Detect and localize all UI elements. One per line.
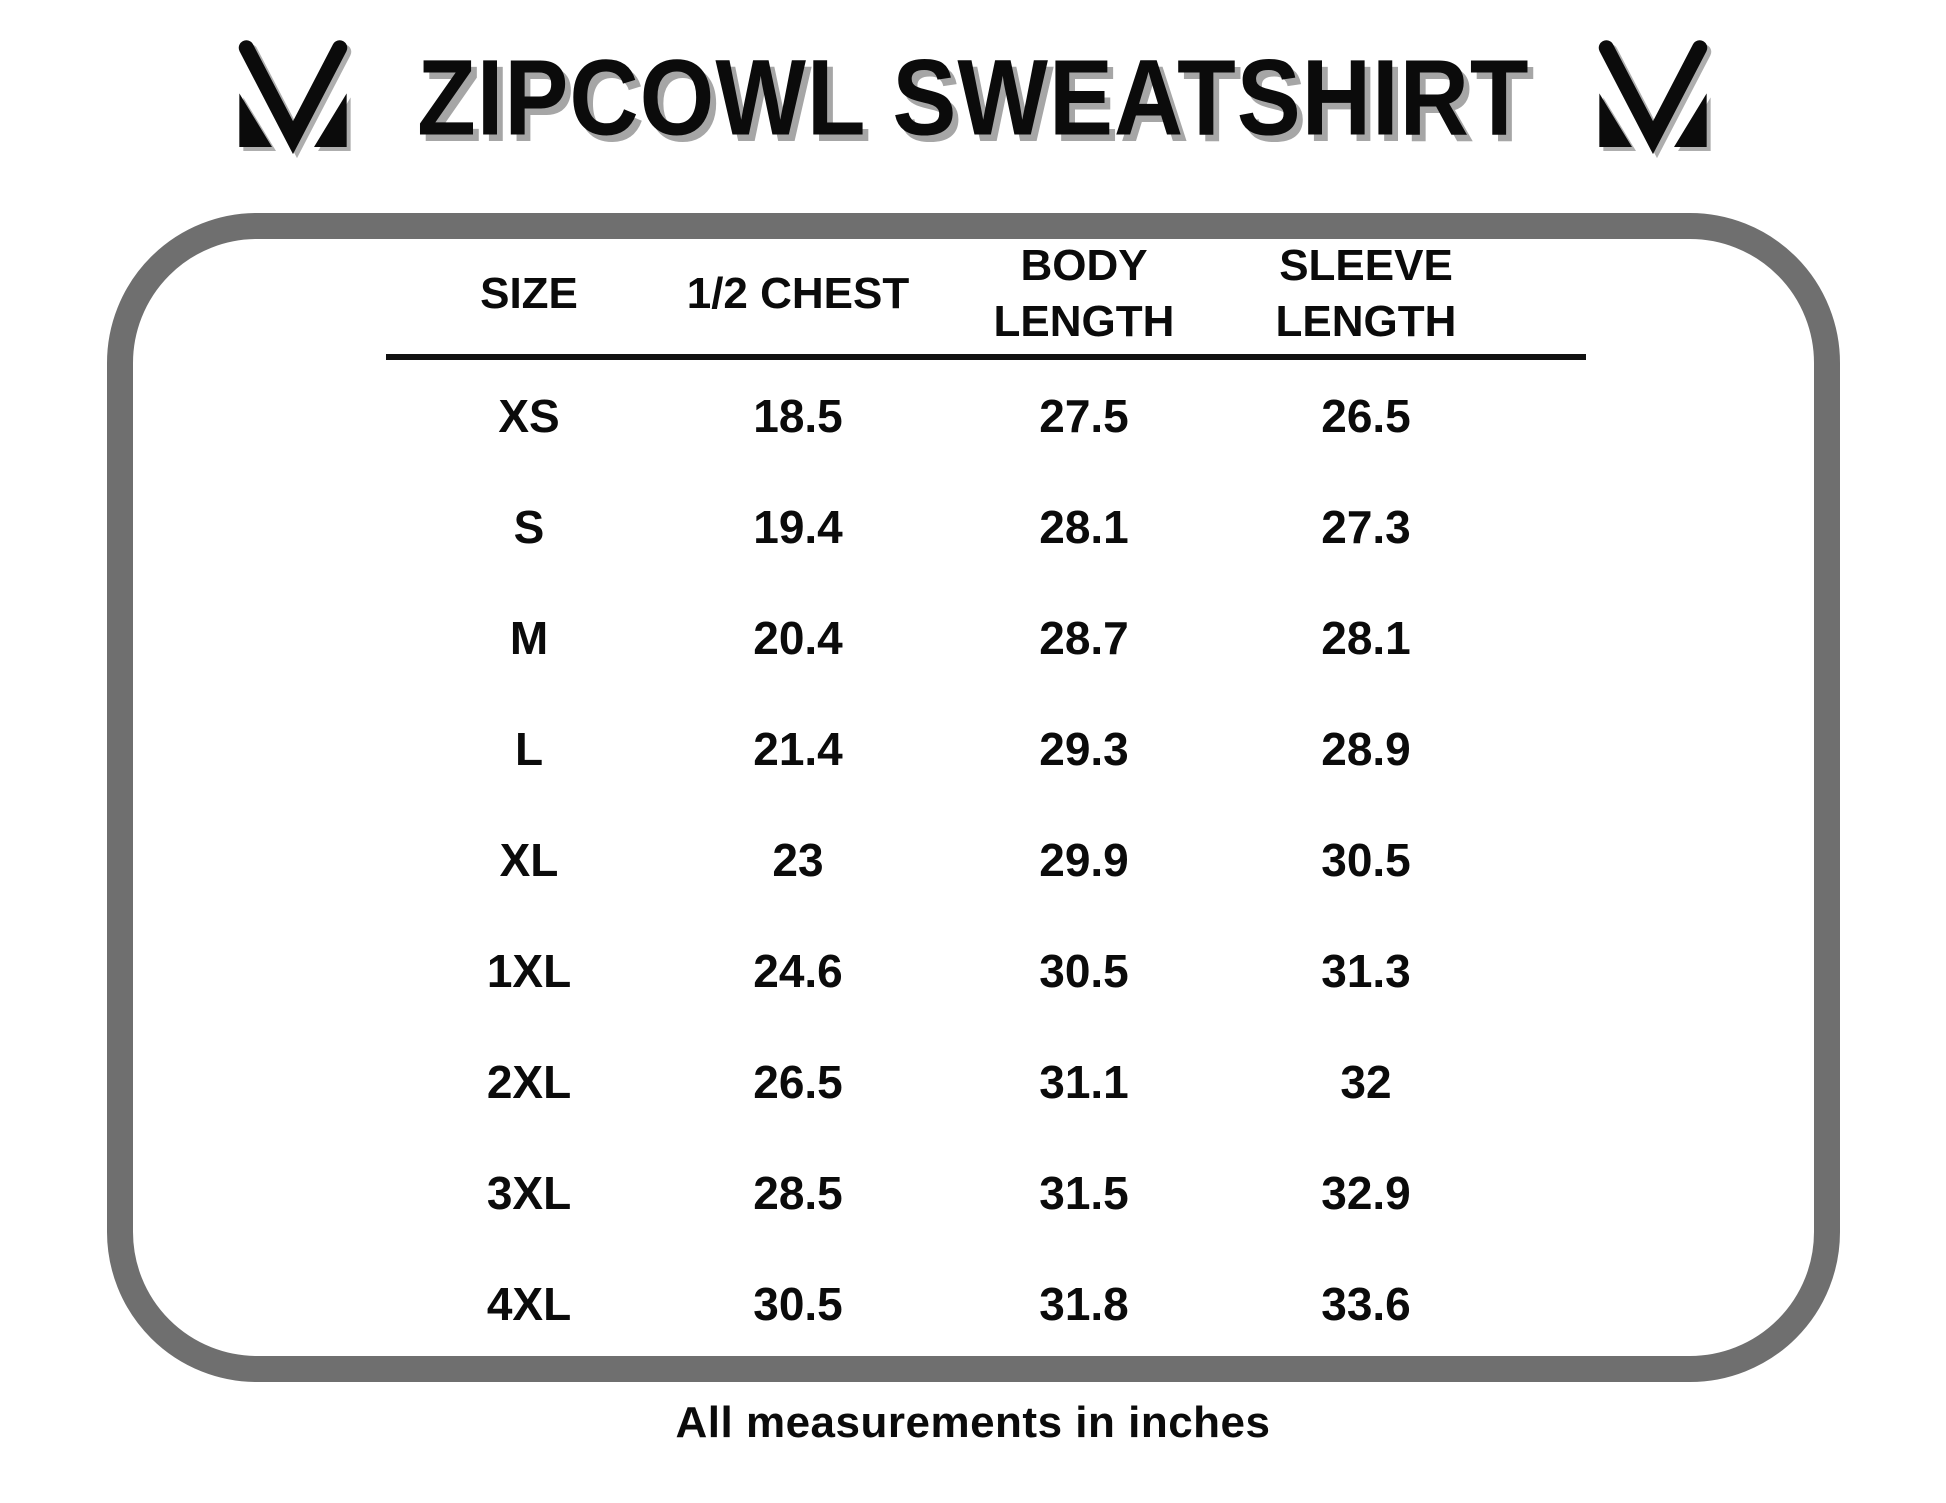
masthead: ZIPCOWL SWEATSHIRT — [0, 28, 1946, 168]
m-monogram-icon — [238, 40, 347, 155]
column-header-size: SIZE — [386, 228, 672, 360]
cell-half-chest: 30.5 — [753, 1277, 843, 1330]
cell-half-chest: 20.4 — [753, 611, 843, 664]
column-header-label: SLEEVE — [1279, 241, 1453, 290]
cell-sleeve-length: 31.3 — [1321, 944, 1411, 997]
cell-body-length: 28.1 — [1039, 500, 1129, 553]
column-header-label: 1/2 CHEST — [686, 269, 910, 318]
column-header-half-chest: 1/2 CHEST — [672, 228, 924, 360]
cell-half-chest: 21.4 — [753, 722, 843, 775]
cell-body-length: 29.3 — [1039, 722, 1129, 775]
cell-size: S — [513, 500, 545, 553]
cell-sleeve-length: 33.6 — [1321, 1277, 1411, 1330]
cell-body-length: 31.5 — [1039, 1166, 1129, 1219]
column-header-label: BODY — [1020, 241, 1148, 290]
cell-half-chest: 24.6 — [753, 944, 843, 997]
m-monogram-icon — [1599, 40, 1708, 155]
brand-logo-left — [230, 39, 356, 157]
cell-body-length: 30.5 — [1039, 944, 1129, 997]
cell-body-length: 29.9 — [1039, 833, 1129, 886]
cell-half-chest: 26.5 — [753, 1055, 843, 1108]
cell-half-chest: 28.5 — [753, 1166, 843, 1219]
cell-half-chest: 19.4 — [753, 500, 843, 553]
cell-sleeve-length: 32.9 — [1321, 1166, 1411, 1219]
cell-sleeve-length: 28.9 — [1321, 722, 1411, 775]
cell-size: XS — [498, 389, 560, 442]
cell-size: M — [509, 611, 549, 664]
cell-sleeve-length: 28.1 — [1321, 611, 1411, 664]
cell-size: 4XL — [486, 1277, 572, 1330]
cell-sleeve-length: 30.5 — [1321, 833, 1411, 886]
cell-sleeve-length: 27.3 — [1321, 500, 1411, 553]
column-header-label: LENGTH — [993, 297, 1175, 346]
cell-body-length: 31.1 — [1039, 1055, 1129, 1108]
rounded-frame — [107, 213, 1840, 1382]
column-header-label: SIZE — [480, 269, 578, 318]
page-title: ZIPCOWL SWEATSHIRT — [416, 37, 1530, 159]
cell-size: 1XL — [486, 944, 572, 997]
cell-body-length: 28.7 — [1039, 611, 1129, 664]
cell-size: 3XL — [486, 1166, 572, 1219]
cell-sleeve-length: 26.5 — [1321, 389, 1411, 442]
cell-body-length: 27.5 — [1039, 389, 1129, 442]
cell-sleeve-length: 32 — [1340, 1055, 1392, 1108]
column-header-label: LENGTH — [1275, 297, 1457, 346]
cell-body-length: 31.8 — [1039, 1277, 1129, 1330]
brand-logo-right — [1590, 39, 1716, 157]
cell-half-chest: 18.5 — [753, 389, 843, 442]
size-table: SIZE 1/2 CHEST BODY LENGTH SLEEVE LENGTH… — [386, 228, 1488, 1359]
footnote: All measurements in inches — [675, 1398, 1271, 1447]
cell-size: 2XL — [486, 1055, 572, 1108]
header-divider — [386, 354, 1586, 360]
column-header-body-length: BODY LENGTH — [924, 228, 1244, 360]
column-header-sleeve-length: SLEEVE LENGTH — [1244, 228, 1488, 360]
cell-size: L — [514, 722, 544, 775]
cell-half-chest: 23 — [772, 833, 824, 886]
cell-size: XL — [499, 833, 559, 886]
